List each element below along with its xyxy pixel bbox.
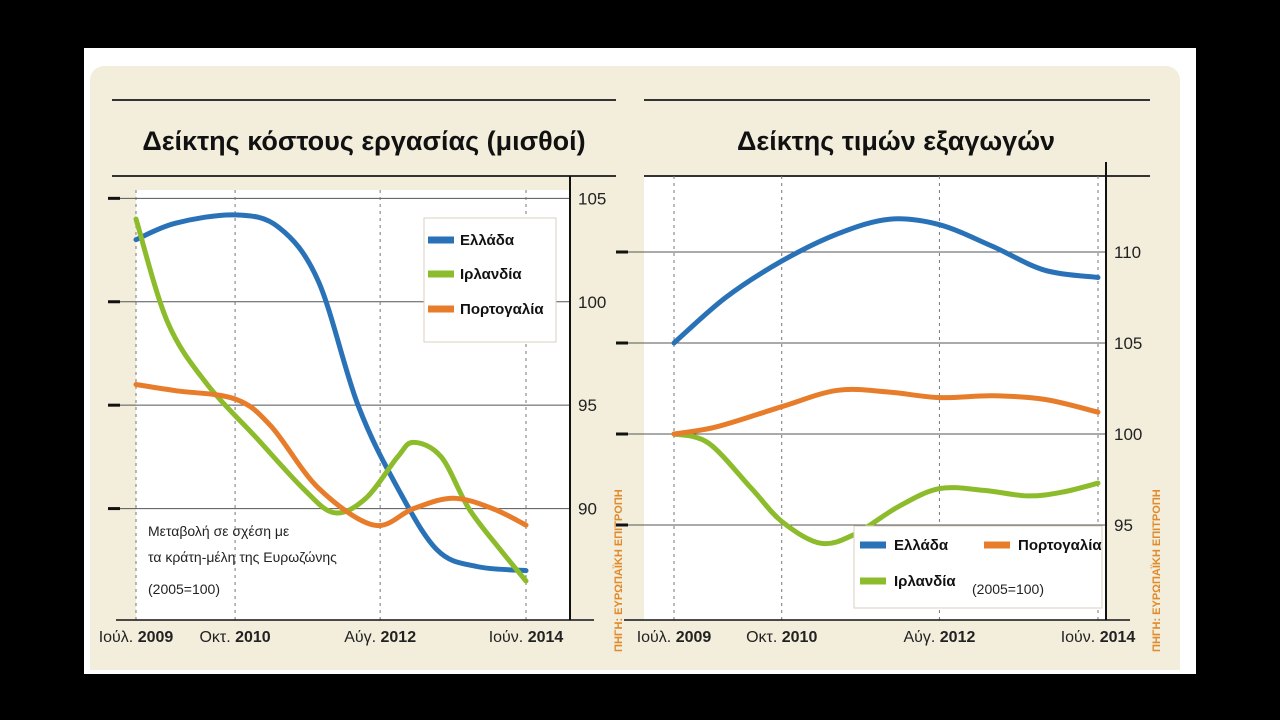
x-tick-month: Οκτ. <box>746 629 782 646</box>
series-line-ireland <box>133 216 529 584</box>
x-tick-month: Ιούν. <box>489 629 528 646</box>
y-tick-label: 105 <box>1114 334 1142 353</box>
annotation-text: Μεταβολή σε σχέση με <box>148 523 289 539</box>
annotation-text: (2005=100) <box>972 581 1044 597</box>
chart-title: Δείκτης κόστους εργασίας (μισθοί) <box>142 126 585 156</box>
x-tick-month: Ιούλ. <box>637 629 676 646</box>
x-tick-month: Οκτ. <box>199 629 235 646</box>
export-price-chart: Δείκτης τιμών εξαγωγών 95 100 105 110 Ιούλ. 2… <box>616 99 1163 652</box>
x-tick-year: 2010 <box>235 629 271 646</box>
legend-label: Πορτογαλία <box>1018 537 1102 554</box>
series-line-greece <box>671 216 1101 346</box>
x-tick-month: Ιούν. <box>1061 629 1100 646</box>
chart-title: Δείκτης τιμών εξαγωγών <box>737 126 1055 156</box>
x-tick-label: Αύγ. 2012 <box>903 629 975 646</box>
x-tick-month: Αύγ. <box>903 629 939 646</box>
series-line-greece <box>133 212 529 574</box>
legend-label: Ιρλανδία <box>460 266 522 283</box>
x-tick-label: Ιούν. 2014 <box>489 629 564 646</box>
legend-label: Πορτογαλία <box>460 301 544 318</box>
annotation-text: (2005=100) <box>148 581 220 597</box>
series-line-portugal <box>671 386 1101 437</box>
x-tick-year: 2014 <box>1100 629 1136 646</box>
x-tick-label: Οκτ. 2010 <box>199 629 270 646</box>
x-tick-year: 2009 <box>138 629 174 646</box>
y-tick-label: 105 <box>578 189 606 208</box>
legend-label: Ελλάδα <box>894 537 949 554</box>
y-tick-label: 95 <box>578 396 597 415</box>
series-line-portugal <box>133 382 529 529</box>
y-tick-label: 90 <box>578 500 597 519</box>
x-tick-month: Ιούλ. <box>99 629 138 646</box>
x-tick-month: Αύγ. <box>344 629 380 646</box>
x-tick-year: 2009 <box>676 629 712 646</box>
x-tick-year: 2012 <box>381 629 417 646</box>
legend-label: Ιρλανδία <box>894 573 956 590</box>
charts-svg: Δείκτης κόστους εργασίας (μισθοί) 90 95 100… <box>99 99 1163 652</box>
x-tick-label: Οκτ. 2010 <box>746 629 817 646</box>
x-tick-year: 2014 <box>528 629 564 646</box>
source-label: ΠΗΓΗ: ΕΥΡΩΠΑΪΚΗ ΕΠΙΤΡΟΠΗ <box>612 489 625 652</box>
source-label: ΠΗΓΗ: ΕΥΡΩΠΑΪΚΗ ΕΠΙΤΡΟΠΗ <box>1150 489 1163 652</box>
x-tick-label: Ιούν. 2014 <box>1061 629 1136 646</box>
x-tick-year: 2010 <box>782 629 818 646</box>
annotation-text: τα κράτη-μέλη της Ευρωζώνης <box>148 549 337 565</box>
x-tick-label: Ιούλ. 2009 <box>99 629 174 646</box>
y-tick-label: 100 <box>578 293 606 312</box>
x-tick-year: 2012 <box>940 629 976 646</box>
legend-box <box>853 525 1103 609</box>
legend-label: Ελλάδα <box>460 232 515 249</box>
x-tick-label: Ιούλ. 2009 <box>637 629 712 646</box>
labor-cost-chart: Δείκτης κόστους εργασίας (μισθοί) 90 95 100… <box>99 99 625 652</box>
x-tick-label: Αύγ. 2012 <box>344 629 416 646</box>
y-tick-label: 100 <box>1114 425 1142 444</box>
y-tick-label: 95 <box>1114 516 1133 535</box>
figure-frame: Δείκτης κόστους εργασίας (μισθοί) 90 95 100… <box>84 48 1196 674</box>
series-line-ireland <box>671 431 1101 547</box>
y-tick-label: 110 <box>1114 243 1141 262</box>
